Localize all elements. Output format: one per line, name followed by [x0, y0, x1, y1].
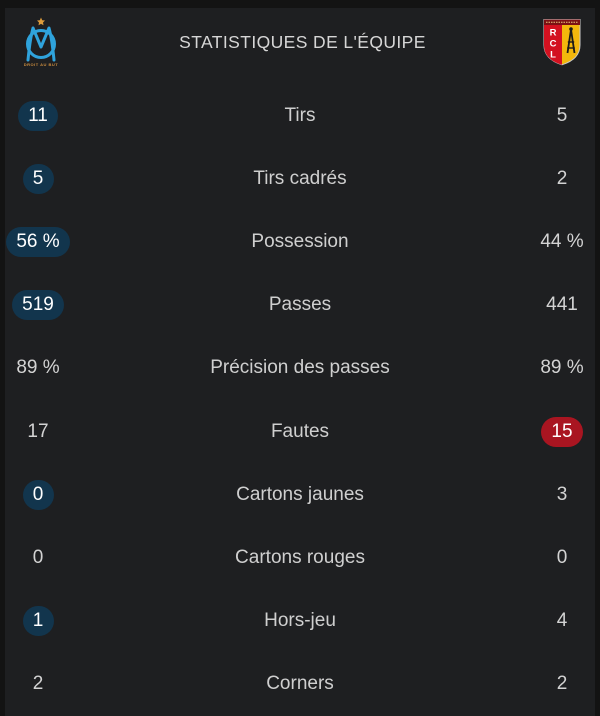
rcl-letter-c: C — [550, 39, 557, 50]
home-value: 11 — [18, 100, 58, 131]
stat-label: Cartons jaunes — [236, 483, 364, 505]
home-value: 2 — [32, 673, 44, 695]
stat-row: 17 Fautes 15 — [5, 400, 595, 463]
away-value: 44 % — [540, 231, 584, 252]
stat-row: 0 Cartons rouges 0 — [5, 526, 595, 589]
stat-row: 0 Cartons jaunes 3 — [5, 463, 595, 526]
stat-label: Tirs — [284, 104, 316, 126]
away-value: 89 % — [540, 357, 584, 379]
home-team-crest[interactable]: DROIT AU BUT — [18, 17, 64, 67]
home-value: 519 — [12, 290, 64, 321]
stat-label: Passes — [268, 294, 332, 316]
rcl-letter-l: L — [550, 50, 556, 61]
stat-row: 519 Passes 441 — [5, 274, 595, 337]
away-team-crest[interactable]: R C L — [541, 18, 583, 66]
om-crest-motto: DROIT AU BUT — [24, 62, 59, 67]
stat-label: Tirs cadrés — [253, 167, 347, 189]
stat-label: Hors-jeu — [264, 610, 336, 632]
stat-row: 56 % Possession 44 % — [5, 210, 595, 273]
home-value: 56 % — [6, 227, 70, 257]
away-value: 2 — [556, 673, 568, 695]
home-value: 17 — [27, 420, 49, 442]
away-value: 0 — [556, 547, 568, 569]
away-value: 441 — [546, 294, 578, 316]
stat-row: 2 Corners 2 — [5, 653, 595, 716]
away-value: 2 — [556, 167, 568, 189]
stats-list: 11 Tirs 5 5 Tirs cadrés 2 56 % Possessio… — [5, 84, 595, 716]
home-value: 1 — [22, 606, 54, 637]
home-value: 5 — [22, 163, 54, 194]
stat-row: 11 Tirs 5 — [5, 84, 595, 147]
stat-label: Cartons rouges — [235, 547, 365, 569]
stat-row: 89 % Précision des passes 89 % — [5, 337, 595, 400]
page-title: STATISTIQUES DE L'ÉQUIPE — [179, 31, 426, 52]
away-value: 3 — [556, 483, 568, 505]
team-stats-card: DROIT AU BUT STATISTIQUES DE L'ÉQUIPE R … — [5, 8, 595, 716]
om-star-icon — [37, 17, 45, 26]
away-value: 4 — [556, 610, 568, 632]
away-value: 15 — [541, 416, 583, 447]
rcl-crest-icon: R C L — [543, 19, 581, 66]
rcl-letter-r: R — [550, 28, 557, 39]
home-value: 89 % — [16, 357, 60, 379]
stat-label: Fautes — [270, 420, 330, 442]
stat-label: Corners — [266, 673, 334, 695]
om-crest-icon: DROIT AU BUT — [24, 17, 59, 67]
stat-row: 5 Tirs cadrés 2 — [5, 147, 595, 210]
away-value: 5 — [556, 104, 568, 126]
home-value: 0 — [22, 479, 54, 510]
home-value: 0 — [32, 547, 44, 569]
stat-label: Possession — [251, 231, 349, 252]
stat-label: Précision des passes — [210, 357, 390, 379]
stats-header: DROIT AU BUT STATISTIQUES DE L'ÉQUIPE R … — [5, 8, 595, 84]
stat-row: 1 Hors-jeu 4 — [5, 590, 595, 653]
